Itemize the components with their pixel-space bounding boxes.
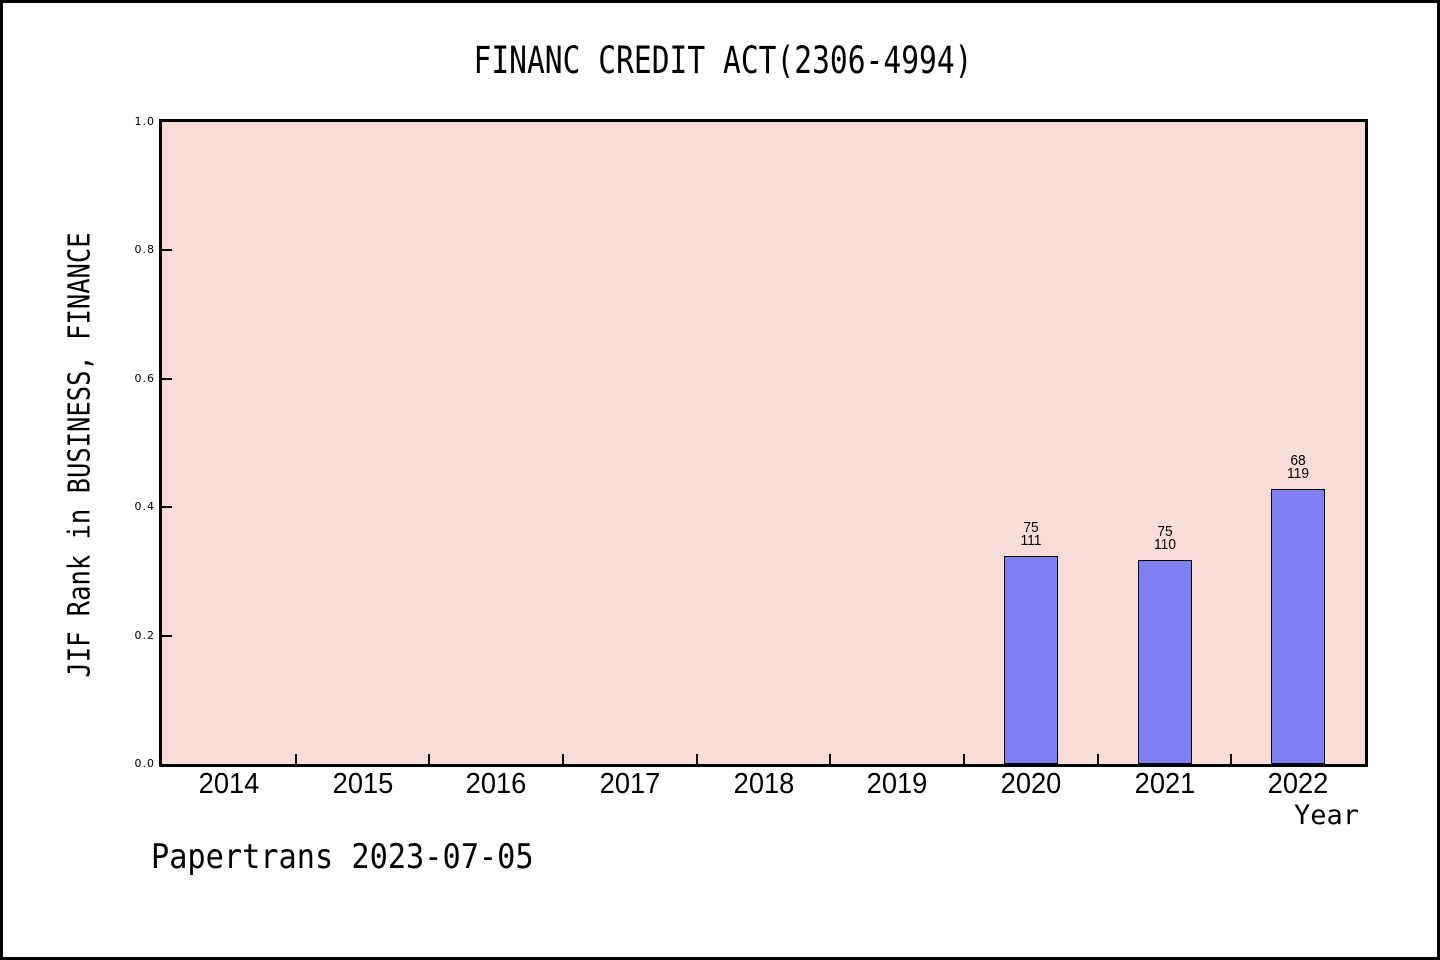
x-tick-mark	[1096, 754, 1099, 764]
bar-value-label-2022: 68 119	[1252, 452, 1344, 482]
y-tick-mark	[162, 634, 172, 637]
bar-rank-value: 75	[1023, 519, 1039, 536]
bar-rank-value: 68	[1290, 452, 1306, 469]
x-tick-label-2015: 2015	[332, 768, 393, 800]
x-tick-label-2014: 2014	[198, 768, 260, 800]
x-tick-label-2020: 2020	[1000, 768, 1062, 800]
y-tick-mark	[162, 377, 172, 380]
x-tick-label-2022: 2022	[1267, 768, 1329, 800]
x-tick-label-2017: 2017	[599, 768, 661, 800]
y-tick-label: 0.2	[134, 628, 155, 642]
y-tick-label: 0.4	[134, 500, 155, 514]
chart-title: FINANC CREDIT ACT(2306-4994)	[473, 39, 973, 82]
y-tick-label: 0.0	[134, 757, 155, 770]
x-tick-mark	[428, 754, 431, 764]
y-tick-mark	[162, 249, 172, 252]
footer-watermark: Papertrans 2023-07-05	[151, 837, 534, 877]
bar-total-value: 111	[1020, 532, 1042, 549]
x-tick-label-2016: 2016	[465, 768, 527, 800]
x-tick-mark	[562, 754, 564, 764]
y-axis-label: JIF Rank in BUSINESS, FINANCE	[62, 232, 98, 678]
bar-value-label-2020: 75 111	[985, 519, 1077, 549]
bar-2022	[1271, 489, 1326, 764]
x-tick-label-2019: 2019	[866, 768, 928, 800]
x-tick-mark	[963, 754, 965, 764]
y-tick-mark	[162, 506, 172, 509]
bar-2020	[1003, 556, 1058, 764]
bar-total-value: 119	[1287, 465, 1310, 482]
x-tick-mark	[829, 754, 832, 764]
y-tick-label: 0.8	[134, 243, 155, 257]
bar-value-label-2021: 75 110	[1119, 523, 1211, 553]
bar-2021	[1137, 560, 1192, 764]
y-tick-label: 0.6	[134, 371, 155, 385]
x-axis-label: Year	[1293, 800, 1359, 831]
x-tick-mark	[1230, 754, 1233, 764]
x-tick-mark	[294, 754, 297, 764]
bar-total-value: 110	[1153, 536, 1176, 553]
y-tick-label: 1.0	[134, 115, 155, 128]
x-tick-mark	[695, 754, 698, 764]
x-tick-label-2018: 2018	[733, 768, 794, 800]
bar-rank-value: 75	[1156, 523, 1173, 540]
x-tick-label-2021: 2021	[1134, 768, 1195, 800]
